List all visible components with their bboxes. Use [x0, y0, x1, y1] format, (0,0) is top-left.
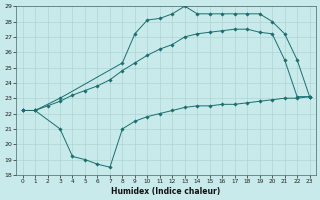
- X-axis label: Humidex (Indice chaleur): Humidex (Indice chaleur): [111, 187, 221, 196]
